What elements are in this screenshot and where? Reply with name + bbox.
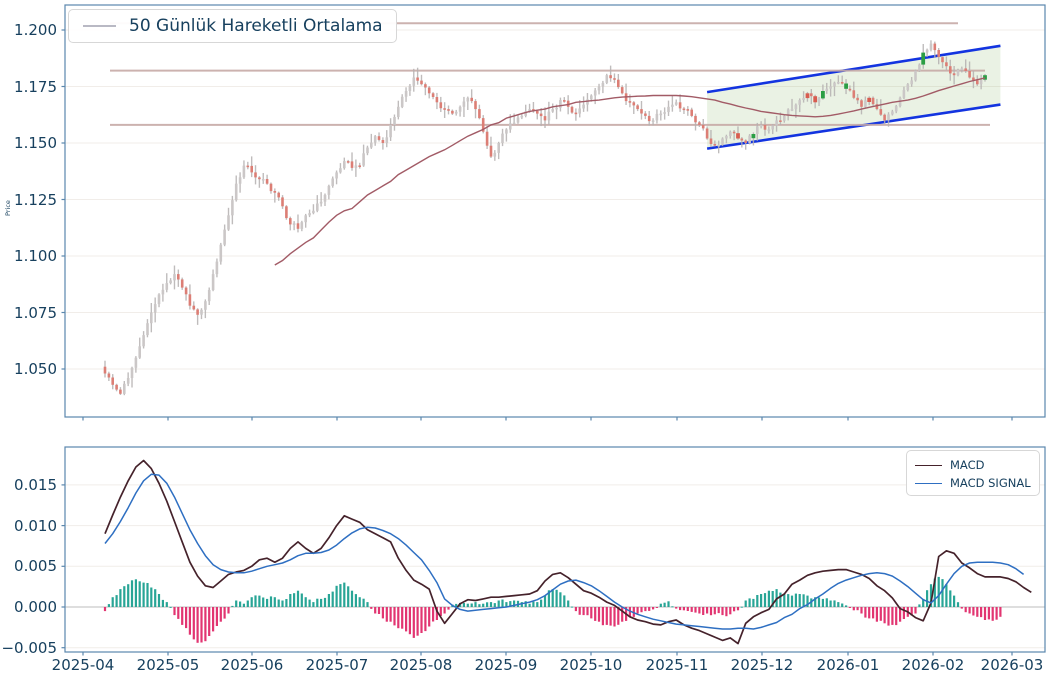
macd-y-tick-label: 0.015: [14, 475, 57, 494]
x-tick-label: 2026-01: [816, 656, 880, 674]
histogram-layer: [103, 576, 1002, 643]
x-tick-label: 2025-05: [136, 656, 200, 674]
macd-legend-row: MACD: [915, 456, 1031, 474]
price-y-tick-label: 1.150: [14, 134, 57, 152]
macd-y-tick-label: 0.005: [14, 557, 57, 576]
axis-ticks: [61, 29, 1013, 656]
macd-signal-legend-line-sample: [915, 482, 942, 484]
x-tick-label: 2026-02: [901, 656, 965, 674]
macd-signal-line: [104, 473, 1025, 630]
macd-legend: MACD MACD SIGNAL: [906, 450, 1040, 496]
price-y-tick-label: 1.175: [14, 77, 57, 96]
x-tick-label: 2026-03: [980, 656, 1044, 674]
candle-bodies: [103, 43, 987, 394]
x-tick-label: 2025-06: [220, 656, 284, 674]
macd-signal-legend-row: MACD SIGNAL: [915, 474, 1031, 492]
ma-line: [274, 77, 986, 266]
x-tick-label: 2025-04: [51, 656, 115, 674]
grid-layer: [65, 29, 1045, 649]
price-y-tick-label: 1.050: [14, 360, 57, 378]
ma-legend-line-sample: [83, 25, 116, 27]
panel-spines: [64, 4, 1046, 653]
price-y-tick-label: 1.200: [14, 21, 57, 39]
x-tick-label: 2025-11: [645, 656, 709, 674]
x-tick-label: 2025-09: [474, 656, 538, 674]
x-tick-label: 2025-08: [389, 656, 453, 674]
x-tick-label: 2025-12: [730, 656, 794, 674]
macd-signal-legend-label: MACD SIGNAL: [950, 476, 1031, 490]
price-y-tick-label: 1.075: [14, 303, 57, 322]
ma-legend-label: 50 Günlük Hareketli Ortalama: [129, 16, 383, 36]
macd-legend-line-sample: [915, 464, 942, 466]
macd-y-tick-label: −0.005: [1, 638, 57, 657]
macd-legend-label: MACD: [950, 458, 985, 472]
x-tick-label: 2025-10: [559, 656, 623, 674]
macd-line: [104, 459, 1032, 645]
price-y-tick-label: 1.100: [14, 247, 57, 265]
price-y-tick-label: 1.125: [14, 190, 57, 209]
price-legend: 50 Günlük Hareketli Ortalama: [68, 9, 397, 43]
x-tick-label: 2025-07: [305, 656, 369, 674]
macd-y-tick-label: 0.010: [14, 516, 57, 535]
macd-y-tick-label: 0.000: [14, 598, 57, 616]
